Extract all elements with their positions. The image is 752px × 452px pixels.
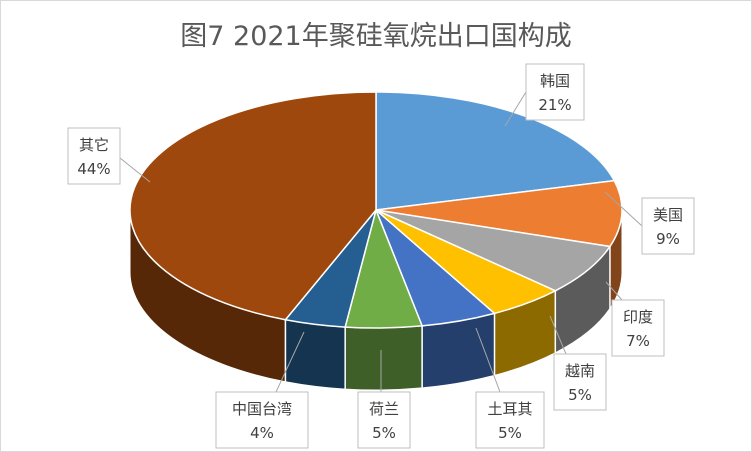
label-box-5 <box>357 391 411 449</box>
pie-tops <box>129 91 623 329</box>
slice-label-5: 荷兰 <box>369 400 399 418</box>
pie-slice-2 <box>375 209 612 292</box>
slice-label-6: 中国台湾 <box>232 400 292 418</box>
label-box-0 <box>525 63 585 121</box>
slice-label-2: 印度 <box>623 308 653 326</box>
slice-label-1: 美国 <box>653 206 683 224</box>
pie-slice-1 <box>375 179 623 248</box>
pie-side-5 <box>344 325 423 391</box>
slice-label-3: 越南 <box>565 362 595 380</box>
slice-label-4: 土耳其 <box>487 400 532 418</box>
leader-line-3 <box>549 315 567 355</box>
chart-title: 图7 2021年聚硅氧烷出口国构成 <box>180 21 572 52</box>
label-box-4 <box>475 391 545 449</box>
leader-line-6 <box>275 331 305 393</box>
leader-line-4 <box>475 327 501 393</box>
leader-line-1 <box>604 191 643 227</box>
leader-line-2 <box>605 281 623 301</box>
slice-value-0: 21% <box>538 96 571 114</box>
label-box-7 <box>67 127 121 185</box>
pie-slice-7 <box>129 91 377 321</box>
leader-line-7 <box>119 157 151 183</box>
leader-line-0 <box>504 91 527 127</box>
slice-value-2: 7% <box>626 332 650 350</box>
slice-label-7: 其它 <box>79 136 109 154</box>
data-labels: 韩国 21% 美国 9% 印度 7% 越南 5% 土耳其 5% 荷兰 5% 中国台湾 4% 其它 44% <box>67 63 695 449</box>
pie-side-6 <box>284 319 346 390</box>
label-box-6 <box>215 391 309 449</box>
label-box-2 <box>611 299 665 357</box>
slice-label-0: 韩国 <box>540 72 570 90</box>
label-box-1 <box>641 197 695 255</box>
slice-value-4: 5% <box>498 424 522 442</box>
slice-value-3: 5% <box>568 386 592 404</box>
slice-value-6: 4% <box>250 424 274 442</box>
label-box-3 <box>553 353 607 411</box>
slice-value-1: 9% <box>656 230 680 248</box>
slice-value-7: 44% <box>77 160 110 178</box>
slice-value-5: 5% <box>372 424 396 442</box>
